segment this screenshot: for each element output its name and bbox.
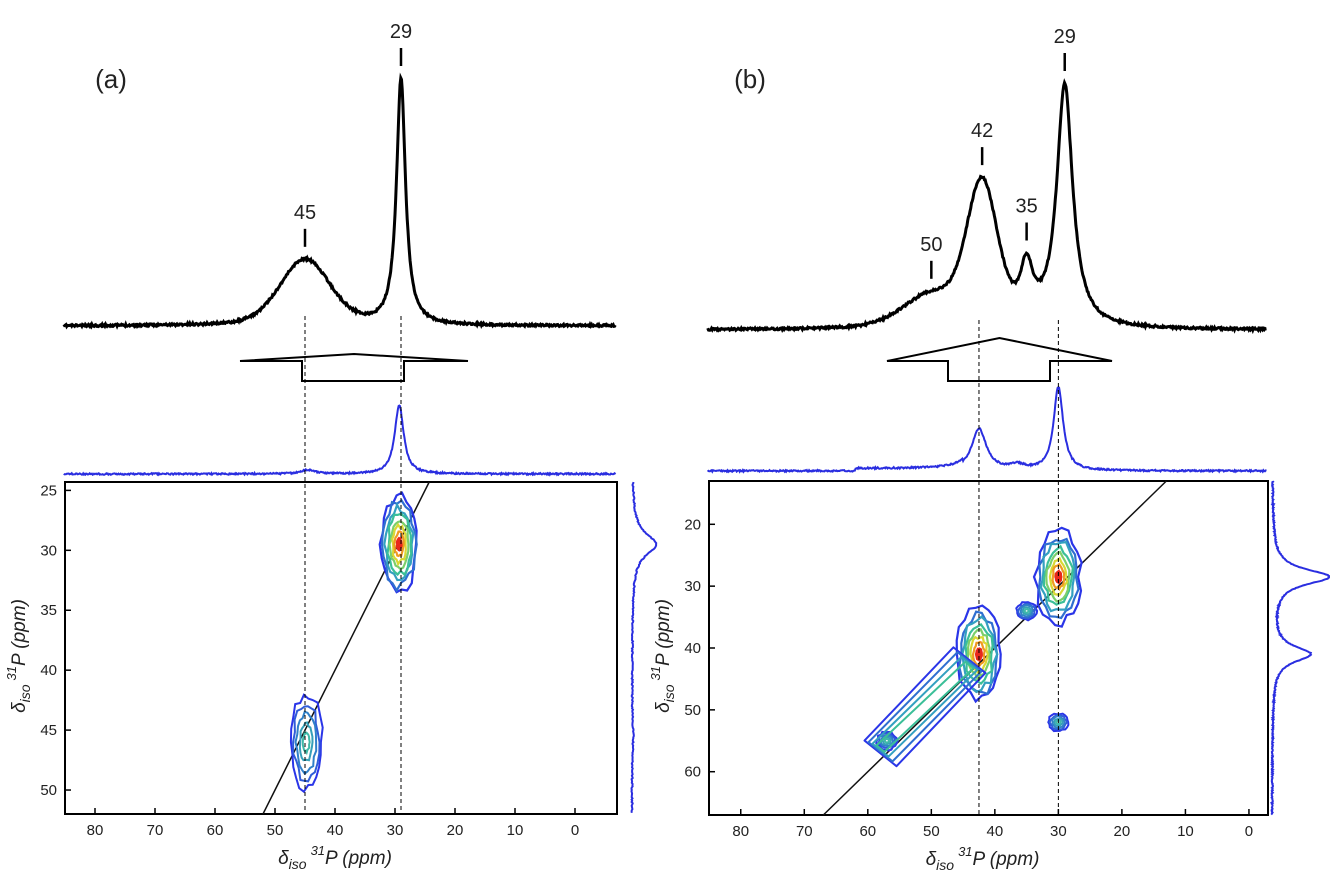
contour-level (292, 705, 321, 783)
contour-level (1048, 713, 1069, 731)
x-tick-label: 70 (796, 823, 813, 840)
contour-level (380, 499, 418, 593)
contour-level (974, 647, 983, 663)
contour-ridge (863, 646, 987, 768)
projection-arrow (239, 352, 469, 382)
contour-level (294, 710, 318, 776)
x-tick-label: 30 (1050, 823, 1067, 840)
x-tick-label: 80 (732, 823, 749, 840)
x-tick-label: 40 (327, 822, 344, 839)
f2-projection-trace (706, 385, 1267, 474)
contour-level (1023, 608, 1030, 614)
peak-label: 35 (1015, 196, 1037, 218)
contour-level (1021, 606, 1033, 616)
contour-level (1016, 602, 1037, 620)
x-axis-title: δiso31P (ppm) (278, 843, 392, 871)
peak-label: 29 (390, 21, 412, 43)
contour-level (1048, 556, 1069, 596)
contour-level (1052, 717, 1064, 727)
y-tick-label: 30 (40, 542, 57, 559)
f1-projection-trace (630, 481, 658, 813)
x-tick-label: 80 (87, 822, 104, 839)
contour-level (1054, 569, 1063, 585)
y-tick-label: 20 (684, 516, 701, 533)
contour-level (301, 730, 311, 756)
y-axis-title: δiso31P (ppm) (648, 599, 677, 713)
x-tick-label: 20 (447, 822, 464, 839)
panel-label: (b) (734, 64, 766, 94)
contour-ridge (867, 651, 983, 763)
x-tick-label: 60 (207, 822, 224, 839)
x-tick-label: 50 (267, 822, 284, 839)
contour-ridge (871, 655, 979, 758)
contour-level (1047, 712, 1070, 733)
x-tick-label: 40 (987, 823, 1004, 840)
x-tick-label: 60 (859, 823, 876, 840)
f1-projection-trace (1269, 480, 1330, 816)
x-tick-label: 0 (571, 822, 579, 839)
y-tick-label: 30 (684, 578, 701, 595)
y-tick-label: 40 (40, 662, 57, 679)
peak-label: 45 (294, 202, 316, 224)
y-axis-title: δiso31P (ppm) (4, 599, 33, 713)
x-axis-title: δiso31P (ppm) (926, 844, 1040, 871)
contour-level (289, 693, 324, 794)
y-tick-label: 25 (40, 482, 57, 499)
contour-level (388, 520, 410, 571)
diagonal-line (262, 481, 430, 815)
x-tick-label: 10 (507, 822, 524, 839)
contour-level (391, 522, 407, 567)
peak-label: 42 (971, 120, 993, 142)
top-spectrum-trace (706, 78, 1267, 335)
y-tick-label: 50 (40, 782, 57, 799)
contour-plot-frame (64, 481, 618, 815)
x-tick-label: 20 (1114, 823, 1131, 840)
contour-level (298, 721, 314, 762)
y-tick-label: 40 (684, 640, 701, 657)
contour-level (1042, 544, 1074, 606)
contour-level (1019, 604, 1035, 618)
contour-level (955, 604, 1002, 704)
contour-level (378, 491, 418, 594)
y-tick-label: 45 (40, 722, 57, 739)
contour-level (964, 623, 994, 686)
y-tick-label: 35 (40, 602, 57, 619)
contour-level (1051, 562, 1066, 592)
contour-level (1037, 537, 1080, 620)
contour-level (1051, 715, 1066, 729)
contour-level (1032, 526, 1083, 628)
y-tick-label: 50 (684, 702, 701, 719)
contour-level (971, 640, 986, 667)
peak-label: 29 (1054, 26, 1076, 48)
y-tick-label: 60 (684, 764, 701, 781)
contour-level (1045, 550, 1071, 603)
peak-label: 50 (920, 234, 942, 256)
contour-level (969, 635, 989, 675)
x-tick-label: 10 (1177, 823, 1194, 840)
panel-label: (a) (95, 64, 127, 94)
contour-level (395, 536, 403, 552)
x-tick-label: 0 (1245, 823, 1253, 840)
panel-b: (b) 50 42 35 29 80 70 60 50 40 30 20 10 0 20 30 40 50 60 δi… (648, 26, 1330, 871)
x-tick-label: 30 (387, 822, 404, 839)
f2-projection-trace (63, 404, 617, 477)
contour-level (1055, 719, 1062, 726)
x-tick-label: 50 (923, 823, 940, 840)
x-tick-label: 70 (147, 822, 164, 839)
top-spectrum-trace (62, 72, 617, 330)
projection-arrow (886, 336, 1113, 382)
panel-a: (a) 45 29 80 70 60 50 40 30 20 10 0 25 30 35 40 45 50 δiso… (4, 21, 658, 871)
contour-ridge (875, 660, 975, 753)
contour-level (883, 737, 890, 744)
